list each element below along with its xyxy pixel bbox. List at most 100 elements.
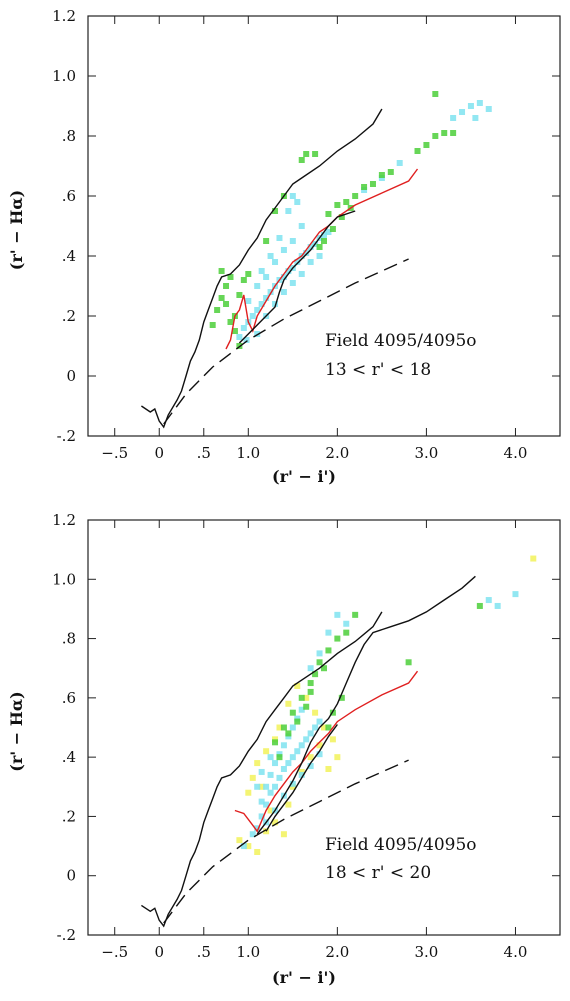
- y-axis-title: (r' − Hα): [7, 190, 26, 270]
- data-point: [218, 268, 225, 274]
- data-point: [289, 193, 296, 199]
- magnitude-range-annotation: 13 < r' < 18: [325, 360, 431, 380]
- data-point: [343, 620, 350, 627]
- track-path: [141, 611, 383, 928]
- data-point: [361, 184, 368, 190]
- y-tick-label: 0: [66, 867, 76, 885]
- data-point: [316, 659, 323, 666]
- data-point: [343, 199, 350, 205]
- data-point: [294, 259, 301, 265]
- data-point: [312, 709, 319, 716]
- model-track-line: [141, 108, 383, 429]
- data-point: [307, 680, 314, 687]
- data-point: [325, 211, 332, 217]
- x-tick-label: .5: [197, 943, 211, 961]
- x-tick-label: −.5: [101, 444, 128, 462]
- data-point: [258, 301, 265, 307]
- data-point: [263, 238, 270, 244]
- y-tick-label: .4: [62, 247, 76, 265]
- y-tick-label: .2: [62, 307, 76, 325]
- data-point: [303, 151, 310, 157]
- data-point: [329, 736, 336, 743]
- data-point: [218, 295, 225, 301]
- data-point: [272, 208, 279, 214]
- field-annotation: Field 4095/4095o: [325, 331, 477, 351]
- plot-frame: [87, 519, 561, 936]
- data-point: [321, 665, 327, 672]
- data-point: [307, 688, 314, 695]
- data-point: [450, 115, 457, 121]
- x-tick-label: 4.0: [504, 943, 528, 961]
- data-point: [267, 754, 274, 761]
- data-point: [303, 736, 310, 743]
- data-point: [289, 754, 296, 761]
- y-tick-label: .8: [62, 127, 76, 145]
- model-track-line: [265, 724, 338, 832]
- data-point: [245, 843, 252, 850]
- model-track-line: [163, 258, 409, 425]
- track-path: [234, 670, 419, 833]
- data-point: [298, 157, 305, 163]
- data-point: [236, 334, 243, 340]
- data-point: [321, 724, 327, 731]
- model-track-line: [234, 670, 419, 833]
- data-point: [285, 268, 292, 274]
- data-point: [303, 250, 310, 256]
- y-tick-label: -.2: [57, 427, 76, 445]
- data-point: [276, 724, 283, 731]
- data-point: [258, 783, 265, 790]
- track-path: [225, 168, 419, 350]
- data-point: [432, 133, 439, 139]
- data-point: [280, 766, 287, 772]
- data-point: [285, 801, 292, 808]
- data-point: [369, 181, 376, 187]
- data-point: [325, 629, 332, 636]
- data-point: [227, 274, 234, 280]
- data-point: [254, 783, 261, 790]
- data-point: [450, 130, 457, 136]
- scatter-series: [272, 602, 483, 761]
- data-point: [312, 724, 319, 731]
- data-point: [312, 151, 319, 157]
- color-color-diagram-bottom: 1.2 1.0 .8 .6 .4 .2 0 -.2 −.5 0 .5 1.0 2.0 3.0 4.0 (r' …: [7, 511, 561, 987]
- data-point: [227, 319, 234, 325]
- data-point: [321, 232, 327, 238]
- data-point: [414, 148, 421, 154]
- data-point: [325, 229, 332, 235]
- data-point: [307, 259, 314, 265]
- data-point: [476, 100, 483, 106]
- data-point: [338, 694, 345, 701]
- data-point: [267, 289, 274, 295]
- data-point: [272, 301, 279, 307]
- data-point: [494, 602, 501, 609]
- data-point: [294, 683, 301, 689]
- data-point: [240, 277, 247, 283]
- data-point: [258, 268, 265, 274]
- data-point: [267, 253, 274, 259]
- dashed-reference-line: [163, 759, 409, 924]
- data-point: [249, 774, 256, 781]
- data-point: [307, 665, 314, 672]
- data-point: [214, 307, 221, 313]
- data-point: [258, 768, 265, 775]
- data-point: [316, 253, 323, 259]
- y-tick-label: -.2: [57, 926, 76, 944]
- data-point: [352, 611, 359, 618]
- x-tick-label: .5: [197, 444, 211, 462]
- data-point: [316, 751, 323, 758]
- model-track-line: [163, 759, 409, 924]
- y-tick-label: 0: [66, 367, 76, 385]
- data-point: [334, 635, 341, 642]
- data-point: [272, 259, 279, 265]
- data-point: [263, 274, 270, 280]
- x-tick-label: 4.0: [504, 444, 528, 462]
- x-tick-label: 1.0: [236, 444, 260, 462]
- data-point: [267, 789, 274, 796]
- data-point: [325, 766, 332, 772]
- data-point: [387, 169, 394, 175]
- data-point: [307, 730, 314, 737]
- model-track-line: [238, 210, 356, 344]
- model-track-line: [141, 611, 383, 928]
- data-point: [280, 274, 287, 280]
- data-point: [459, 109, 466, 115]
